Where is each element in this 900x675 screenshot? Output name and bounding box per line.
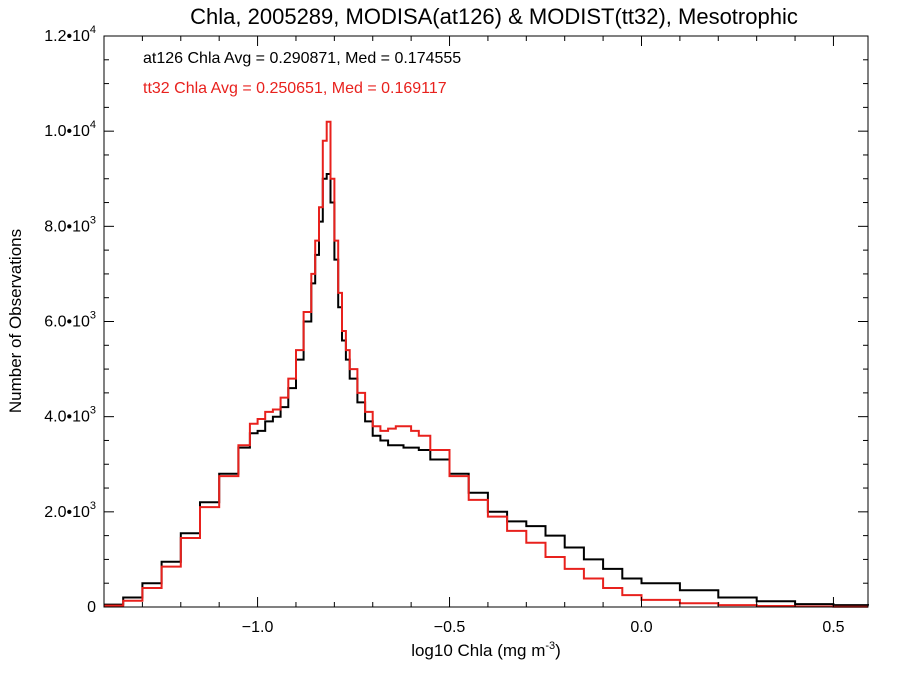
x-tick-label: 0.0: [630, 619, 652, 636]
x-axis-label-main: log10 Chla (mg m: [411, 641, 545, 660]
plot-frame: [103, 35, 869, 608]
series-line-0: [104, 173, 869, 607]
x-axis: −1.0 −0.5 0.0 0.5: [103, 36, 845, 636]
y-tick-label: 1.0•104: [44, 119, 96, 140]
series-line-1: [104, 120, 868, 608]
x-tick-label: 0.5: [822, 619, 844, 636]
y-tick-label: 4.0•103: [44, 405, 96, 426]
x-axis-label: log10 Chla (mg m-3): [411, 640, 561, 660]
y-tick-label: 2.0•103: [44, 500, 96, 521]
y-tick-label: 6.0•103: [44, 310, 96, 331]
x-tick-label: −1.0: [242, 619, 274, 636]
x-axis-label-sup: -3: [545, 640, 555, 652]
stats-annotation-1: tt32 Chla Avg = 0.250651, Med = 0.169117: [143, 80, 447, 97]
y-axis-label: Number of Observations: [6, 229, 25, 413]
series-layer: [104, 120, 869, 608]
y-tick-label: 0: [87, 599, 96, 616]
y-tick-label: 1.2•104: [44, 24, 96, 45]
x-tick-label: −0.5: [434, 619, 466, 636]
x-axis-label-tail: ): [555, 641, 561, 660]
chart-title: Chla, 2005289, MODISA(at126) & MODIST(tt…: [190, 4, 798, 29]
stats-annotation-0: at126 Chla Avg = 0.290871, Med = 0.17455…: [143, 50, 461, 67]
y-axis: 0 2.0•103 4.0•103 6.0•103 8.0•103 1.0•104 1.2•…: [44, 24, 868, 616]
stats-annotations: at126 Chla Avg = 0.290871, Med = 0.17455…: [143, 50, 461, 97]
y-tick-label: 8.0•103: [44, 214, 96, 235]
